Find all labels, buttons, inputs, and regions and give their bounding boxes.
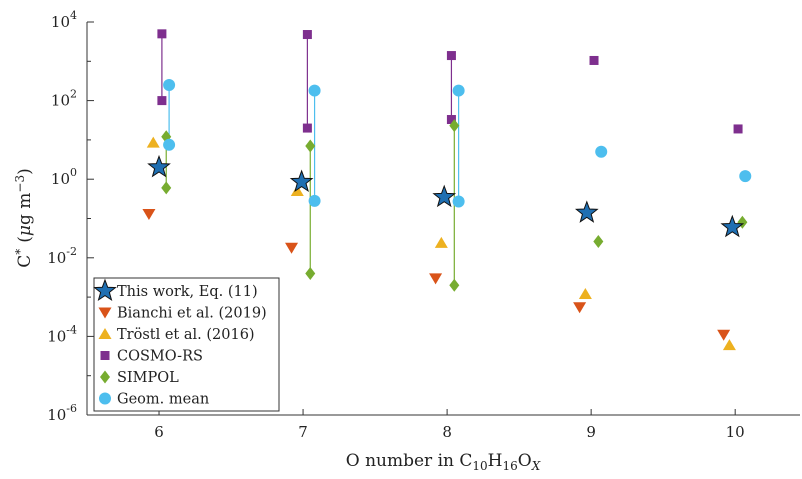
- legend-marker-star: [93, 278, 117, 302]
- y-axis-label-unit-sup: −3: [13, 175, 27, 193]
- data-point-circle: [163, 78, 176, 91]
- legend-marker-diamond: [100, 370, 110, 384]
- data-point-square: [157, 29, 167, 39]
- data-point-circle: [308, 194, 321, 207]
- data-point-star: [432, 184, 457, 208]
- legend-label: This work, Eq. (11): [117, 284, 258, 300]
- legend-marker-triangle-down: [98, 307, 112, 319]
- data-point-square: [157, 96, 167, 106]
- legend-marker-triangle-up: [98, 328, 112, 339]
- data-point-triangle-up: [146, 136, 160, 148]
- x-axis-label: O number in C10H16OX: [346, 451, 541, 473]
- y-tick-label: 10-2: [47, 245, 77, 267]
- data-point-square: [446, 115, 456, 125]
- y-tick-label: 10-6: [47, 402, 77, 424]
- x-tick-label: 6: [154, 423, 164, 441]
- x-axis-label-sub2: 16: [502, 459, 517, 473]
- legend-label: SIMPOL: [117, 370, 179, 386]
- connector-lines: [161, 33, 460, 286]
- y-axis-label-sup: *: [13, 249, 27, 255]
- data-point-circle: [308, 84, 321, 97]
- data-point-square: [302, 123, 312, 133]
- data-point-triangle-down: [429, 273, 443, 285]
- data-point-square: [446, 51, 456, 61]
- data-point-triangle-down: [717, 329, 731, 341]
- x-axis-label-mid2: O: [518, 451, 532, 471]
- data-point-star: [147, 154, 171, 178]
- y-tick-label: 10-4: [47, 323, 77, 345]
- x-axis-label-main: O number in C: [346, 451, 473, 471]
- legend-box: [93, 277, 280, 412]
- data-point-diamond: [305, 139, 316, 153]
- data-point-star: [574, 200, 599, 223]
- legend-marker-circle: [99, 392, 111, 405]
- data-point-diamond: [449, 119, 460, 133]
- data-point-circle: [739, 170, 752, 183]
- data-point-circle: [452, 84, 465, 97]
- y-axis-label: C* (μg m−3): [13, 168, 35, 267]
- x-tick-label: 10: [726, 423, 745, 441]
- data-point-diamond: [161, 181, 172, 195]
- data-point-triangle-down: [285, 242, 299, 254]
- data-point-diamond: [593, 234, 604, 248]
- legend-marker-square: [100, 351, 110, 360]
- data-point-triangle-up: [578, 287, 592, 299]
- legend: This work, Eq. (11) Bianchi et al. (2019)…: [93, 277, 280, 412]
- x-tick-label: 7: [298, 423, 308, 441]
- data-point-diamond: [449, 278, 460, 292]
- y-axis-label-main: C: [15, 255, 35, 268]
- legend-label: Tröstl et al. (2016): [117, 327, 255, 343]
- data-point-square: [733, 124, 743, 134]
- y-tick-label: 100: [51, 166, 77, 188]
- y-axis-label-mu: μ: [15, 225, 35, 236]
- data-points: [142, 29, 752, 351]
- data-point-circle: [452, 195, 465, 208]
- x-tick-label: 8: [442, 423, 452, 441]
- data-point-triangle-down: [142, 209, 156, 221]
- y-tick-label: 104: [51, 9, 77, 31]
- data-point-triangle-up: [290, 185, 304, 197]
- y-tick-label: 102: [51, 88, 77, 110]
- data-point-diamond: [305, 266, 316, 280]
- x-tick-label: 9: [586, 423, 596, 441]
- data-point-triangle-up: [722, 339, 736, 351]
- data-point-triangle-down: [573, 302, 587, 314]
- data-point-circle: [163, 138, 176, 151]
- data-point-square: [589, 55, 599, 65]
- data-point-star: [720, 214, 745, 238]
- x-axis-label-sub1: 10: [472, 459, 487, 473]
- x-axis-label-mid1: H: [488, 451, 503, 471]
- data-point-star: [289, 169, 314, 193]
- axis-ticks: 6 7 8 9 10 10-6 10-4 10-2 100 102 104: [47, 9, 745, 441]
- x-axis-label-sub3: X: [531, 459, 541, 473]
- data-point-triangle-up: [434, 236, 448, 248]
- legend-label: Bianchi et al. (2019): [117, 306, 267, 322]
- legend-label: Geom. mean: [117, 392, 209, 408]
- legend-label: COSMO-RS: [117, 349, 203, 365]
- y-axis-label-unit-post: ): [15, 168, 35, 175]
- data-point-circle: [595, 145, 608, 158]
- data-point-square: [302, 30, 312, 40]
- y-axis-label-unit-mid: g m: [15, 193, 35, 225]
- y-axis-label-unit-pre: (: [15, 236, 35, 243]
